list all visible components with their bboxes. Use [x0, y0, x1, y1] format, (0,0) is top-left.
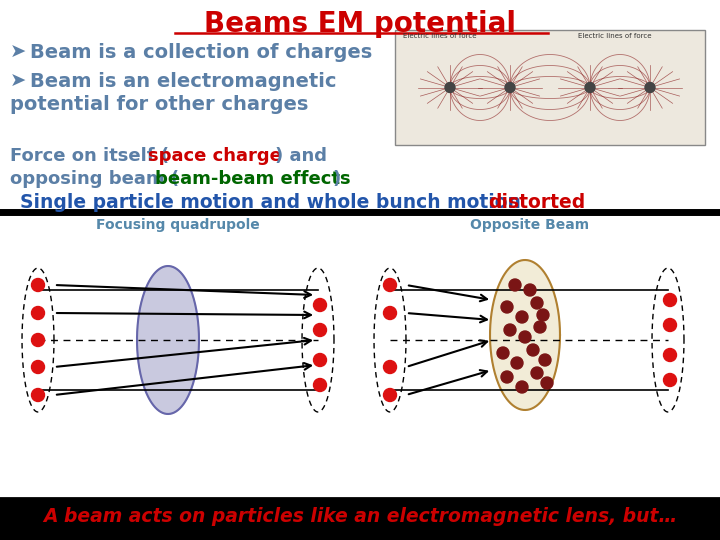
Circle shape — [541, 377, 553, 389]
Circle shape — [509, 279, 521, 291]
Circle shape — [313, 323, 326, 336]
Text: Opposite Beam: Opposite Beam — [470, 218, 590, 232]
Text: Beam is an electromagnetic: Beam is an electromagnetic — [30, 72, 336, 91]
Circle shape — [531, 297, 543, 309]
Text: Beam is a collection of charges: Beam is a collection of charges — [30, 43, 372, 62]
Text: Electric lines of force: Electric lines of force — [403, 33, 477, 39]
Text: Beams EM potential: Beams EM potential — [204, 10, 516, 38]
Circle shape — [585, 83, 595, 92]
Text: potential for other charges: potential for other charges — [10, 95, 308, 114]
Text: ➤: ➤ — [10, 72, 27, 91]
Circle shape — [664, 374, 677, 387]
Circle shape — [664, 348, 677, 361]
Text: ) and: ) and — [275, 147, 327, 165]
Circle shape — [516, 311, 528, 323]
Circle shape — [664, 319, 677, 332]
Circle shape — [32, 279, 45, 292]
Circle shape — [537, 309, 549, 321]
Circle shape — [504, 324, 516, 336]
Circle shape — [384, 307, 397, 320]
Circle shape — [384, 361, 397, 374]
Circle shape — [534, 321, 546, 333]
Text: beam-beam effects: beam-beam effects — [155, 170, 351, 188]
Circle shape — [664, 294, 677, 307]
Circle shape — [313, 299, 326, 312]
Circle shape — [32, 361, 45, 374]
Circle shape — [527, 344, 539, 356]
Circle shape — [516, 381, 528, 393]
FancyBboxPatch shape — [0, 498, 720, 540]
Circle shape — [445, 83, 455, 92]
Circle shape — [313, 354, 326, 367]
Circle shape — [384, 388, 397, 402]
Text: space charge: space charge — [148, 147, 282, 165]
Circle shape — [501, 301, 513, 313]
Circle shape — [313, 379, 326, 392]
Circle shape — [531, 367, 543, 379]
FancyBboxPatch shape — [395, 30, 705, 145]
Circle shape — [519, 331, 531, 343]
Circle shape — [32, 307, 45, 320]
Circle shape — [511, 357, 523, 369]
Circle shape — [501, 371, 513, 383]
Text: A beam acts on particles like an electromagnetic lens, but…: A beam acts on particles like an electro… — [43, 508, 677, 526]
Text: opposing beam (: opposing beam ( — [10, 170, 179, 188]
Circle shape — [505, 83, 515, 92]
Text: distorted: distorted — [488, 193, 585, 212]
Text: Electric lines of force: Electric lines of force — [578, 33, 652, 39]
Circle shape — [32, 334, 45, 347]
Text: Focusing quadrupole: Focusing quadrupole — [96, 218, 260, 232]
Circle shape — [524, 284, 536, 296]
Text: ): ) — [332, 170, 341, 188]
Circle shape — [645, 83, 655, 92]
Circle shape — [497, 347, 509, 359]
Text: Force on itself (: Force on itself ( — [10, 147, 169, 165]
Ellipse shape — [137, 266, 199, 414]
Text: Single particle motion and whole bunch motion: Single particle motion and whole bunch m… — [20, 193, 527, 212]
Circle shape — [384, 279, 397, 292]
Ellipse shape — [490, 260, 560, 410]
Circle shape — [539, 354, 551, 366]
Circle shape — [32, 388, 45, 402]
Text: ➤: ➤ — [10, 43, 27, 62]
